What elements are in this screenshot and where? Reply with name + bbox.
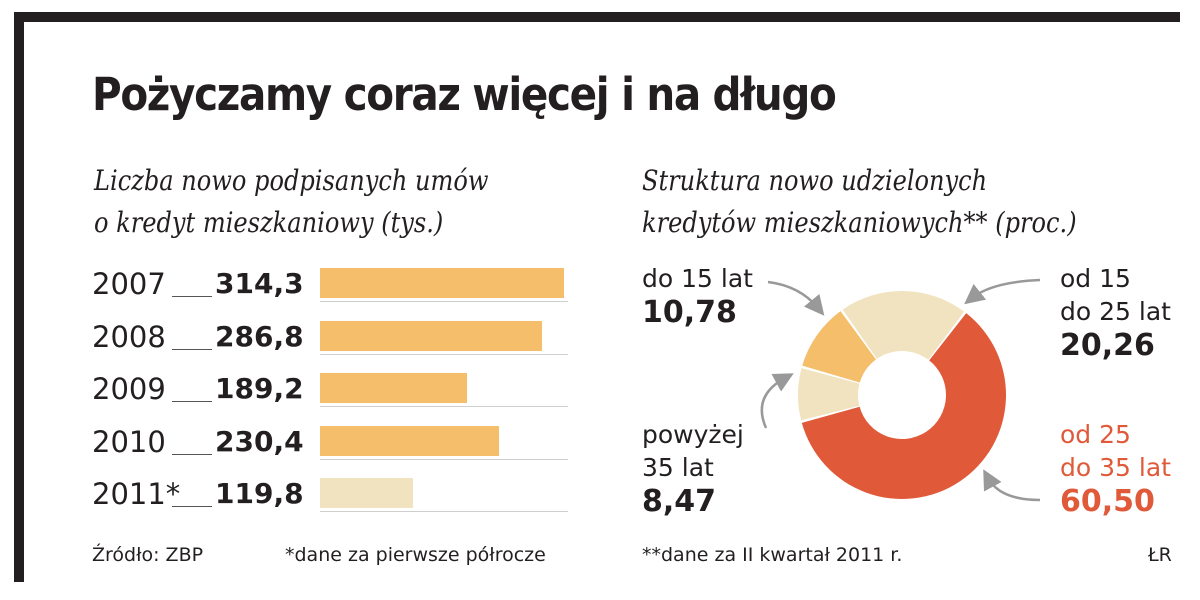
bar-category-label: 2007: [92, 267, 166, 301]
slice-value: 10,78: [642, 295, 737, 330]
bar-chart-subtitle-line-2: o kredyt mieszkaniowy (tys.): [94, 206, 444, 239]
frame-left-bar: [14, 12, 24, 582]
bar-leader-line: [172, 296, 212, 297]
leader-od-15-do-25-lat: [964, 278, 1041, 305]
bar: [320, 478, 413, 508]
donut-label-od-25-do-35-lat: od 25 do 35 lat 60,50: [1060, 418, 1171, 520]
donut-slice-1: [842, 291, 965, 360]
footnote-first-half: *dane za pierwsze półrocze: [285, 544, 546, 566]
bar-baseline: [320, 511, 568, 512]
bar-baseline: [320, 406, 568, 407]
bar-value-label: 189,2: [215, 372, 304, 405]
bar-category-label: 2009: [92, 372, 166, 406]
leader-do-15-lat: [767, 280, 825, 316]
bar-category-label: 2011*: [92, 477, 181, 511]
frame-top-bar: [14, 12, 1180, 22]
slice-value: 20,26: [1060, 328, 1155, 363]
donut-chart-subtitle-line-2: kredytów mieszkaniowych** (proc.): [642, 206, 1077, 239]
bar: [320, 268, 564, 298]
bar-leader-line: [172, 401, 212, 402]
bar-category-label: 2008: [92, 319, 166, 354]
donut-chart-subtitle-line-1: Struktura nowo udzielonych: [642, 164, 988, 197]
bar-value-label: 314,3: [215, 267, 304, 300]
donut-slice-0: [802, 311, 876, 383]
leader-od-25-do-35-lat: [983, 469, 1041, 502]
slice-label: do 25 lat: [1060, 297, 1171, 326]
bar-baseline: [320, 353, 568, 355]
donut-slice-2: [801, 313, 1006, 500]
slice-label: od 15: [1060, 264, 1131, 293]
slice-label: do 15 lat: [642, 264, 753, 293]
donut-label-od-15-do-25-lat: od 15 do 25 lat 20,26: [1060, 262, 1171, 364]
bar-value-label: 286,8: [215, 319, 304, 353]
footnote-second-quarter: **dane za II kwartał 2011 r.: [642, 544, 903, 566]
slice-value: 8,47: [642, 484, 717, 519]
slice-value: 60,50: [1060, 484, 1155, 519]
slice-label: od 25: [1060, 420, 1131, 449]
bar-category-label: 2010: [92, 424, 166, 459]
bar-chart-subtitle: Liczba nowo podpisanych umów o kredyt mi…: [94, 160, 488, 244]
bar-baseline: [320, 301, 568, 302]
bar-chart-subtitle-line-1: Liczba nowo podpisanych umów: [94, 164, 489, 197]
leader-powyzej-35-lat: [760, 373, 794, 429]
bar-leader-line: [172, 348, 212, 350]
donut-label-do-15-lat: do 15 lat 10,78: [642, 262, 753, 331]
bar: [320, 373, 467, 403]
donut-slice-3: [798, 368, 860, 421]
source-note: Źródło: ZBP: [92, 544, 204, 566]
author-initials: ŁR: [1148, 544, 1172, 566]
donut-chart-subtitle: Struktura nowo udzielonych kredytów mies…: [642, 160, 1077, 244]
chart-title: Pożyczamy coraz więcej i na długo: [92, 68, 837, 121]
bar-value-label: 119,8: [215, 477, 304, 510]
bar-baseline: [320, 458, 568, 460]
slice-label: 35 lat: [642, 453, 714, 482]
donut-label-powyzej-35-lat: powyżej 35 lat 8,47: [642, 418, 744, 520]
bar-value-label: 230,4: [215, 424, 304, 458]
bar-leader-line: [172, 453, 212, 455]
slice-label: do 35 lat: [1060, 453, 1171, 482]
bar-leader-line: [172, 506, 212, 507]
slice-label: powyżej: [642, 420, 744, 449]
bar: [320, 320, 543, 351]
bar: [320, 425, 499, 456]
